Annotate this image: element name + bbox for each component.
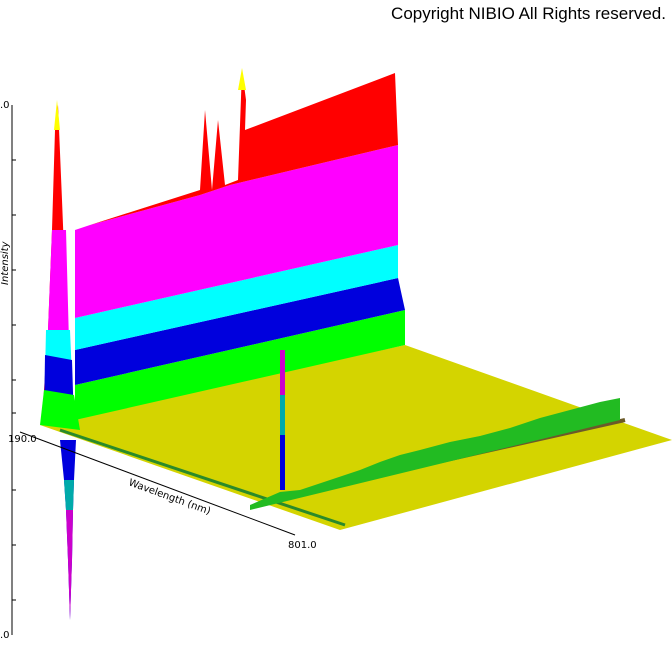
small-spike (280, 395, 285, 435)
ridge (59, 428, 346, 527)
copyright: Copyright NIBIO All Rights reserved. (391, 4, 666, 23)
band-magenta (75, 145, 398, 318)
band-cyan (75, 245, 398, 350)
z-label: Intensity (0, 240, 11, 285)
band-red (90, 70, 398, 225)
z-ticks (12, 159, 16, 601)
z-top-label: .0 (0, 100, 10, 111)
x-axis (19, 431, 296, 536)
z-bottom-label: .0 (0, 630, 10, 641)
band-blue (75, 278, 405, 385)
noise (250, 398, 620, 510)
x-start-label: 190.0 (8, 434, 37, 445)
spike-green (40, 390, 80, 430)
band-green (75, 310, 405, 420)
small-spike (280, 350, 285, 395)
x-end-label: 801.0 (288, 540, 317, 551)
neg-spike-magenta (66, 510, 73, 620)
small-spike (280, 435, 285, 490)
peak-tip (238, 68, 246, 90)
spike-tip (54, 100, 60, 130)
x-label: Wavelength (nm) (127, 477, 212, 517)
neg-spike-cyan (64, 480, 74, 510)
